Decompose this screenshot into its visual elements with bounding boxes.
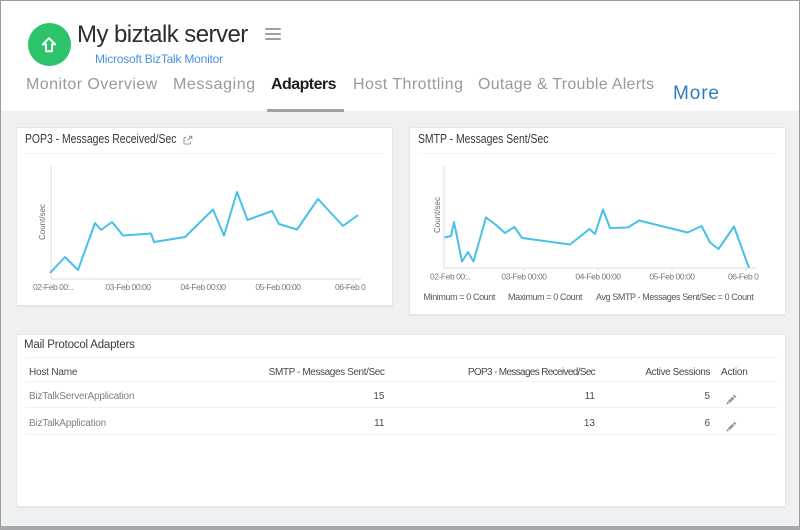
svg-text:05-Feb 00:00: 05-Feb 00:00 — [649, 272, 695, 282]
svg-text:03-Feb 00:00: 03-Feb 00:00 — [105, 282, 151, 292]
svg-text:06-Feb 0: 06-Feb 0 — [728, 272, 759, 282]
svg-text:Count/sec: Count/sec — [38, 204, 47, 240]
svg-text:02-Feb 00:..: 02-Feb 00:.. — [33, 282, 74, 292]
svg-text:05-Feb 00:00: 05-Feb 00:00 — [255, 282, 301, 292]
svg-text:03-Feb 00:00: 03-Feb 00:00 — [501, 272, 547, 282]
svg-text:02-Feb 00:..: 02-Feb 00:.. — [430, 272, 471, 282]
svg-text:04-Feb 00:00: 04-Feb 00:00 — [575, 272, 621, 282]
svg-text:04-Feb 00:00: 04-Feb 00:00 — [180, 282, 226, 292]
svg-text:Count/sec: Count/sec — [433, 197, 442, 233]
svg-text:06-Feb 0: 06-Feb 0 — [335, 282, 366, 292]
